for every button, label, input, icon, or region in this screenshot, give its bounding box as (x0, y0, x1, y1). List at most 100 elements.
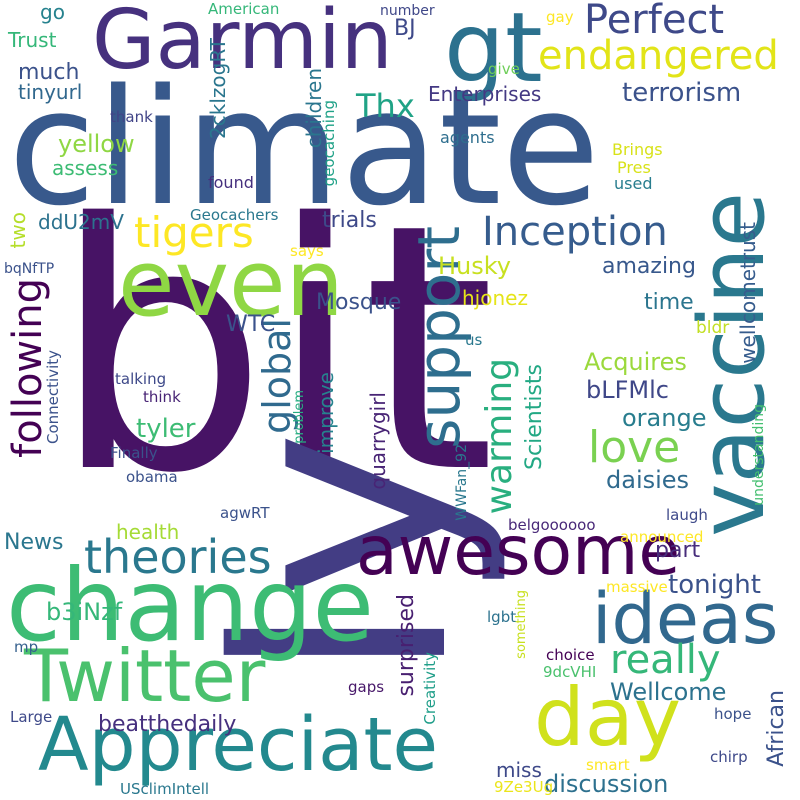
word-bj: BJ (394, 16, 416, 41)
word-us: us (465, 331, 483, 349)
word-gay: gay (546, 8, 574, 26)
word-problem: problem (292, 390, 307, 444)
word-understanding: understanding (751, 404, 767, 506)
word-yellow: yellow (58, 130, 135, 158)
word-enterprises: Enterprises (428, 82, 542, 106)
word-news: News (4, 530, 64, 555)
word-time: time (644, 290, 694, 315)
word-number: number (380, 3, 435, 19)
word-wtc: WTC (226, 312, 276, 337)
word-b3inzf: b3iNzf (46, 598, 123, 626)
word-bqnftp: bqNfTP (4, 261, 55, 277)
word-theories: theories (84, 530, 272, 584)
word-love: love (588, 422, 681, 473)
word-creativity: Creativity (421, 652, 439, 725)
word-2cklzogrt: 2cklzogRT (206, 38, 230, 139)
word-connectivity: Connectivity (44, 350, 62, 444)
word-african: African (764, 690, 789, 767)
word-lgbt: lgbt (487, 608, 517, 626)
word-quarrygirl: quarrygirl (366, 392, 390, 490)
word-pres: Pres (617, 158, 651, 177)
word-trials: trials (322, 208, 377, 233)
word-really: really (610, 637, 721, 683)
word-trust: Trust (8, 28, 57, 52)
word-geocaching: geocaching (320, 100, 338, 187)
word-wwfan92: WWFan_92 (454, 444, 470, 521)
word-agwrt: agwRT (220, 504, 270, 522)
word-9dcvhi: 9dcVHI (543, 663, 597, 681)
word-orange: orange (622, 404, 707, 432)
word-go: go (40, 0, 65, 24)
word-9ze3ug: 9Ze3Ug (494, 778, 554, 796)
word-appreciate: Appreciate (38, 702, 439, 788)
word-change: change (6, 547, 375, 664)
word-wellcome: Wellcome (610, 678, 727, 706)
word-mp: mp (14, 638, 39, 656)
word-following: following (5, 278, 51, 458)
word-day: day (534, 671, 682, 764)
word-ddu2mv: ddU2mV (38, 210, 124, 234)
word-tyler: tyler (136, 414, 196, 444)
word-assess: assess (52, 156, 119, 180)
word-endangered: endangered (538, 33, 779, 79)
word-husky: Husky (438, 252, 512, 280)
word-used: used (614, 174, 653, 193)
word-thx: Thx (356, 87, 415, 125)
word-tigers: tigers (134, 208, 254, 257)
word-improve: improve (314, 372, 338, 454)
word-thank: thank (110, 108, 153, 126)
word-part: part (655, 538, 701, 563)
word-tinyurl: tinyurl (18, 80, 83, 104)
word-give: give (488, 60, 520, 78)
word-gaps: gaps (348, 678, 385, 696)
word-climate: climate (8, 54, 600, 241)
word-gt: gt (444, 0, 543, 104)
word-garmin: Garmin (92, 0, 393, 88)
word-perfect: Perfect (584, 0, 725, 43)
word-agents: agents (440, 128, 495, 147)
word-awesome: awesome (356, 512, 681, 591)
word-choice: choice (546, 646, 595, 664)
word-twitter: Twitter (24, 634, 266, 718)
word-found: found (208, 173, 254, 192)
word-american: American (208, 0, 280, 18)
word-two: two (6, 212, 30, 249)
word-scientists: Scientists (522, 364, 547, 470)
word-tonight: tonight (668, 570, 761, 600)
word-daisies: daisies (606, 466, 690, 494)
word-massive: massive (606, 578, 668, 596)
word-large: Large (10, 708, 53, 726)
word-hope: hope (714, 705, 752, 723)
word-discussion: discussion (544, 770, 669, 798)
word-surprised: surprised (394, 594, 419, 697)
word-says: says (290, 242, 324, 260)
word-terrorism: terrorism (622, 78, 742, 108)
word-geocachers: Geocachers (190, 206, 279, 224)
word-bldr: bldr (696, 318, 730, 338)
word-chirp: chirp (710, 748, 748, 766)
word-something: something (514, 590, 529, 659)
word-obama: obama (126, 468, 178, 486)
word-ideas: ideas (592, 578, 779, 660)
word-brings: Brings (612, 140, 663, 159)
word-blfmlc: bLFMlc (586, 376, 669, 404)
word-think: think (143, 388, 181, 406)
word-finally: Finally (110, 444, 158, 462)
word-smart: smart (586, 756, 630, 774)
word-health: health (116, 520, 180, 544)
word-wellcometrust: wellcometrust (736, 222, 760, 364)
word-acquires: Acquires (584, 348, 687, 376)
word-mosque: Mosque (316, 290, 402, 315)
word-bit: bit (52, 152, 496, 548)
word-much: much (18, 60, 80, 85)
word-usclimintell: USclimIntell (120, 780, 210, 798)
word-belgoooooo: belgoooooo (508, 516, 596, 534)
word-inception: Inception (482, 209, 668, 255)
word-announced: announced (620, 528, 704, 546)
word-even: even (118, 230, 344, 337)
word-hjonez: hjonez (462, 286, 528, 310)
word-beatthedaily: beatthedaily (98, 712, 237, 737)
word-laugh: laugh (666, 506, 708, 524)
word-warming: warming (479, 358, 520, 515)
